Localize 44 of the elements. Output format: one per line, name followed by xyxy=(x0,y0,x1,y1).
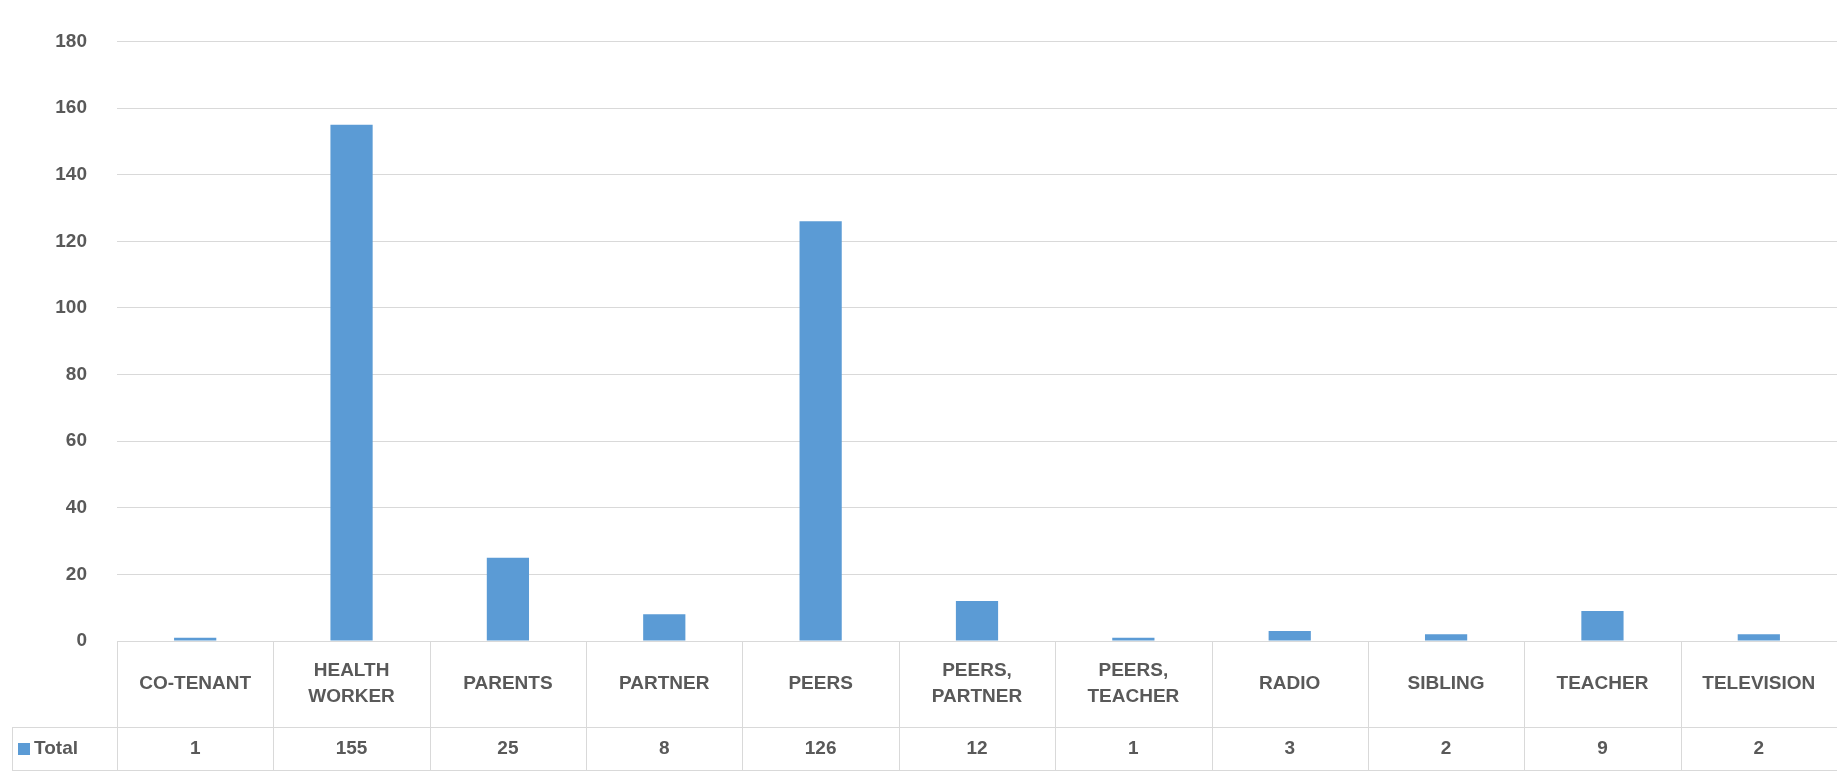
bar xyxy=(330,124,373,641)
data-label: 126 xyxy=(804,737,837,759)
bar xyxy=(486,557,530,641)
data-label: 25 xyxy=(497,737,519,759)
legend-label: Total xyxy=(34,737,78,759)
data-label: 8 xyxy=(658,737,670,759)
data-label: 1 xyxy=(1128,737,1140,759)
y-tick-label: 60 xyxy=(65,429,87,451)
x-tick-label: PEERS, PARTNER xyxy=(931,659,1023,707)
x-tick-label: RADIO xyxy=(1259,672,1321,694)
y-tick-label: 20 xyxy=(65,562,87,584)
data-label: 9 xyxy=(1597,737,1608,759)
bar xyxy=(1424,634,1468,641)
data-label: 2 xyxy=(1753,737,1765,759)
bar xyxy=(174,637,217,641)
bar xyxy=(1737,634,1780,641)
x-tick-label: SIBLING xyxy=(1407,672,1485,694)
x-tick-label: PEERS, TEACHER xyxy=(1087,659,1180,707)
x-tick-label: PARENTS xyxy=(463,672,553,694)
y-tick-label: 180 xyxy=(55,29,87,51)
y-tick-label: 160 xyxy=(55,96,87,118)
y-tick-label: 100 xyxy=(55,296,87,318)
x-tick-label: PEERS xyxy=(788,672,853,694)
data-label: 155 xyxy=(335,737,368,759)
data-label: 1 xyxy=(189,737,201,759)
x-tick-label: TELEVISION xyxy=(1702,672,1816,694)
data-label: 3 xyxy=(1284,737,1296,759)
bar xyxy=(955,601,999,641)
y-tick-label: 80 xyxy=(65,362,87,384)
bar xyxy=(643,614,686,641)
x-tick-label: HEALTH WORKER xyxy=(308,659,396,707)
data-label: 2 xyxy=(1440,737,1452,759)
bar xyxy=(1112,637,1155,641)
y-tick-label: 140 xyxy=(55,162,87,184)
bar xyxy=(1268,631,1311,641)
x-tick-label: CO-TENANT xyxy=(139,672,252,694)
bar xyxy=(1581,611,1624,641)
data-label: 12 xyxy=(966,737,988,759)
y-tick-label: 120 xyxy=(55,229,87,251)
bar xyxy=(799,221,842,641)
y-tick-label: 0 xyxy=(76,629,87,651)
x-tick-label: TEACHER xyxy=(1556,672,1649,694)
y-tick-label: 40 xyxy=(65,495,87,517)
x-tick-label: PARTNER xyxy=(619,672,710,694)
